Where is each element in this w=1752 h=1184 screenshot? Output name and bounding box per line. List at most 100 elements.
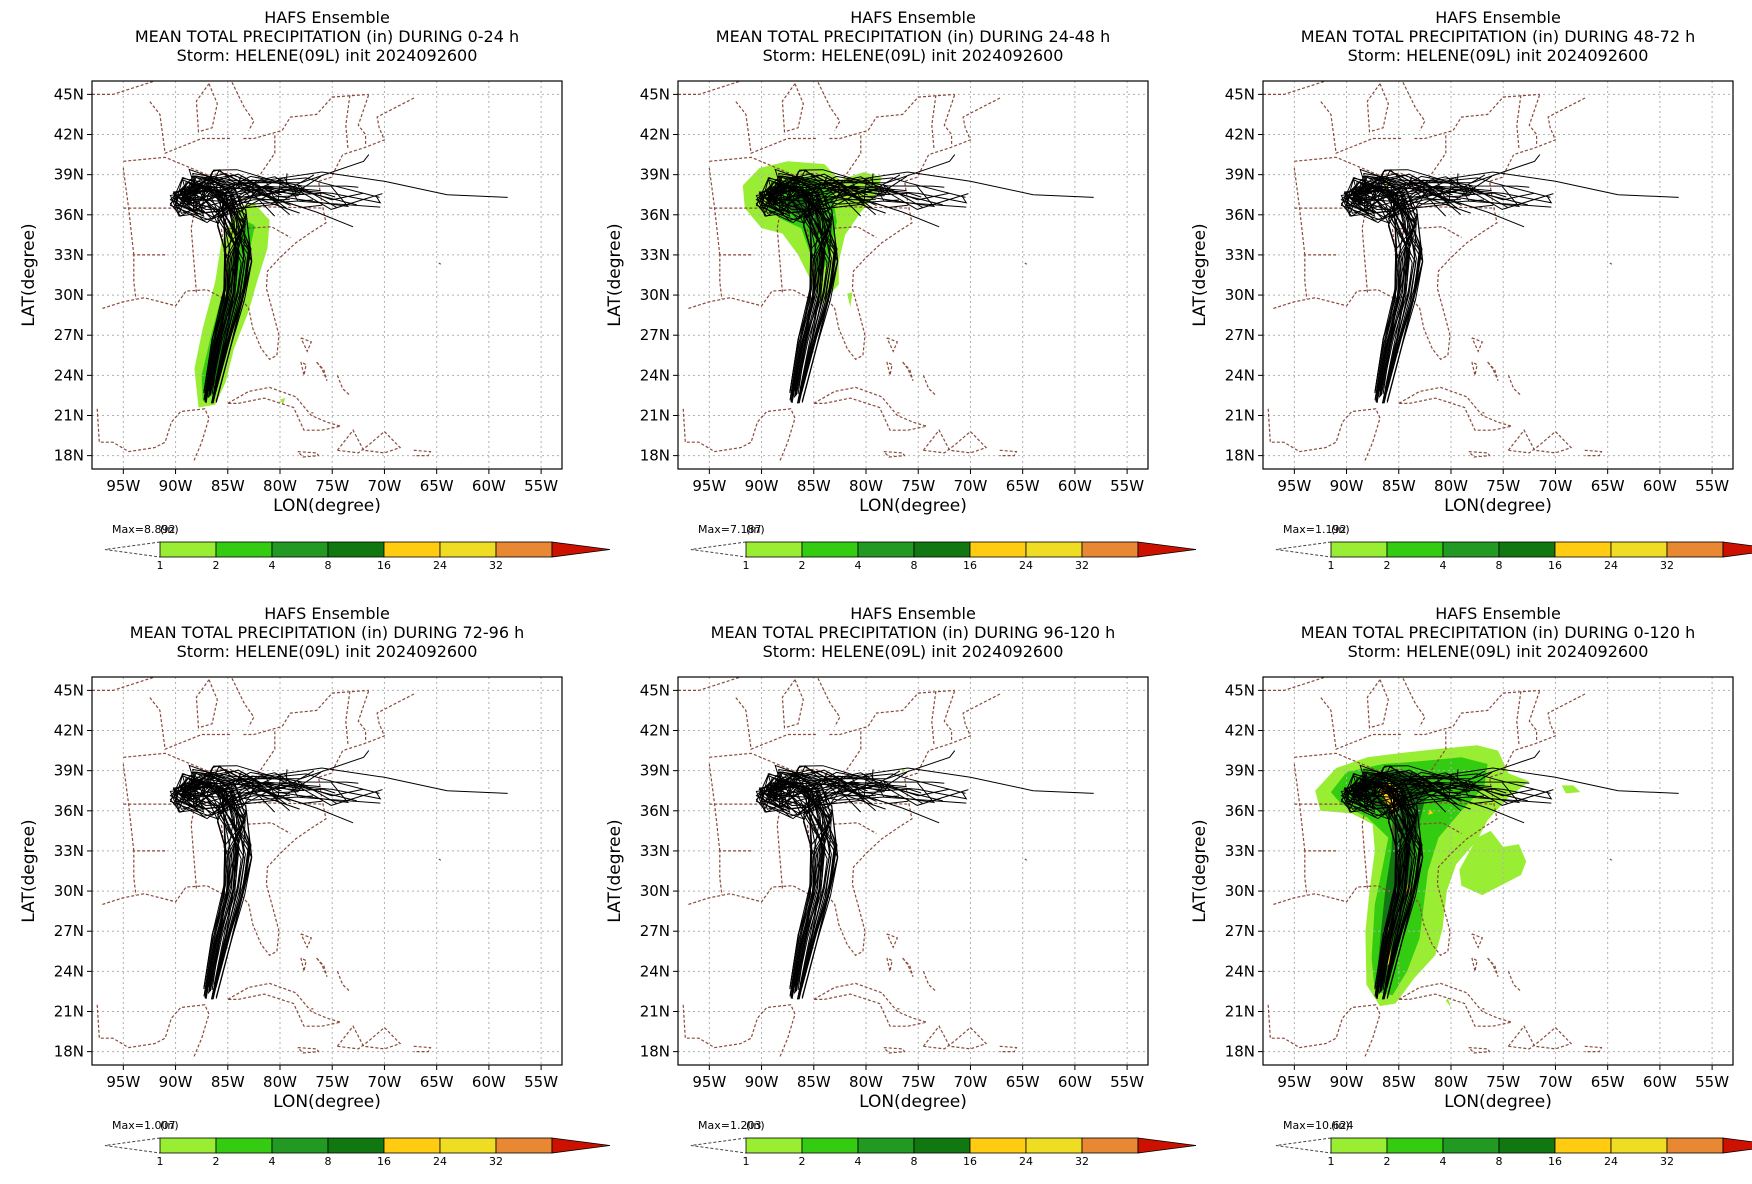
- colorbar-label: 2: [1384, 1155, 1391, 1168]
- lat-tick-label: 30N: [54, 286, 84, 304]
- colorbar-segment: [969, 541, 1027, 558]
- lon-tick-label: 95W: [692, 477, 726, 495]
- colorbar-label: 4: [855, 1155, 862, 1168]
- lat-tick-label: 30N: [640, 882, 670, 900]
- lon-tick-label: 60W: [472, 1073, 506, 1091]
- ensemble-track: [189, 175, 321, 391]
- boundary-line: [300, 361, 307, 376]
- boundary-line: [1528, 690, 1541, 740]
- panel-model-title: HAFS Ensemble: [850, 8, 976, 27]
- lat-tick-label: 24N: [640, 962, 670, 980]
- boundary-line: [813, 982, 927, 1027]
- colorbar-label: 16: [963, 1155, 977, 1168]
- lat-tick-label: 39N: [54, 762, 84, 780]
- lat-tick-label: 36N: [54, 802, 84, 820]
- colorbar-label: 2: [213, 559, 220, 572]
- boundary-line: [886, 361, 893, 376]
- lat-tick-label: 21N: [1225, 406, 1255, 424]
- ensemble-track: [1379, 783, 1553, 988]
- lon-tick-label: 95W: [106, 1073, 140, 1091]
- boundary-line: [300, 957, 307, 972]
- lat-tick-label: 18N: [640, 447, 670, 465]
- boundary-line: [122, 167, 135, 255]
- ensemble-track: [169, 774, 314, 989]
- lat-tick-label: 36N: [1225, 206, 1255, 224]
- colorbar-label: 4: [1440, 559, 1447, 572]
- colorbar-segment: [327, 541, 385, 558]
- lon-tick-label: 90W: [745, 1073, 779, 1091]
- colorbar-segment: [159, 1137, 217, 1154]
- colorbar-label: 2: [213, 1155, 220, 1168]
- lat-tick-label: 27N: [54, 922, 84, 940]
- ensemble-track: [208, 783, 382, 988]
- map-frame: [91, 676, 563, 1066]
- lon-tick-label: 55W: [524, 477, 558, 495]
- colorbar-label: 1: [157, 1155, 164, 1168]
- boundary-line: [813, 386, 927, 431]
- colorbar-unit: (in): [746, 1119, 765, 1132]
- colorbar-segment: [1025, 541, 1083, 558]
- ensemble-track: [1351, 168, 1471, 402]
- map-area: [92, 677, 562, 1065]
- colorbar-label: 1: [743, 559, 750, 572]
- lon-tick-label: 95W: [106, 477, 140, 495]
- colorbar-label: 24: [1604, 559, 1618, 572]
- colorbar-label: 1: [157, 559, 164, 572]
- colorbar-unit: (in): [746, 523, 765, 536]
- ensemble-track: [216, 154, 370, 387]
- map-area: [678, 677, 1148, 1065]
- lon-tick-label: 60W: [472, 477, 506, 495]
- colorbar-unit: (in): [160, 523, 179, 536]
- colorbar-over-arrow: [551, 541, 611, 558]
- boundary-line: [316, 957, 328, 977]
- ensemble-track: [216, 750, 370, 983]
- lat-tick-label: 21N: [54, 1002, 84, 1020]
- max-value-label: Max=1.007: [112, 1119, 175, 1132]
- colorbar-over-arrow: [1722, 541, 1752, 558]
- colorbar-label: 8: [325, 559, 332, 572]
- boundary-line: [1024, 262, 1028, 265]
- colorbar-label: 32: [489, 559, 503, 572]
- colorbar-label: 8: [911, 1155, 918, 1168]
- boundary-line: [817, 678, 841, 727]
- ensemble-track: [759, 775, 862, 1000]
- ensemble-track: [775, 175, 907, 391]
- lat-tick-label: 45N: [640, 85, 670, 103]
- lat-tick-label: 45N: [640, 681, 670, 699]
- colorbar-segment: [1330, 541, 1388, 558]
- boundary-line: [102, 96, 417, 361]
- lat-tick-label: 33N: [1225, 842, 1255, 860]
- boundary-line: [1304, 850, 1337, 896]
- x-axis-label: LON(degree): [859, 496, 967, 516]
- boundary-line: [1516, 94, 1522, 148]
- boundary-line: [345, 94, 351, 148]
- lon-tick-label: 70W: [953, 1073, 987, 1091]
- colorbar-label: 4: [269, 1155, 276, 1168]
- lat-tick-label: 39N: [1225, 762, 1255, 780]
- lat-tick-label: 24N: [1225, 366, 1255, 384]
- boundary-line: [92, 81, 155, 95]
- lon-tick-label: 65W: [420, 477, 454, 495]
- colorbar-unit: (in): [1331, 1119, 1350, 1132]
- map-area: [92, 81, 562, 469]
- boundary-line: [829, 689, 955, 736]
- lat-tick-label: 27N: [1225, 922, 1255, 940]
- map-frame: [1262, 80, 1734, 470]
- panel-storm-line: Storm: HELENE(09L) init 2024092600: [177, 642, 478, 661]
- lat-tick-label: 21N: [54, 406, 84, 424]
- colorbar-label: 16: [1548, 559, 1562, 572]
- colorbar-segment: [159, 541, 217, 558]
- colorbar-under-arrow: [690, 541, 747, 558]
- lon-tick-label: 90W: [1330, 1073, 1364, 1091]
- colorbar-segment: [495, 541, 553, 558]
- colorbar-label: 2: [799, 559, 806, 572]
- x-axis-label: LON(degree): [273, 496, 381, 516]
- ensemble-track: [213, 767, 508, 985]
- boundary-line: [1507, 971, 1522, 992]
- boundary-line: [1516, 690, 1522, 744]
- boundary-line: [1468, 451, 1491, 458]
- boundary-line: [902, 957, 914, 977]
- boundary-line: [102, 692, 417, 957]
